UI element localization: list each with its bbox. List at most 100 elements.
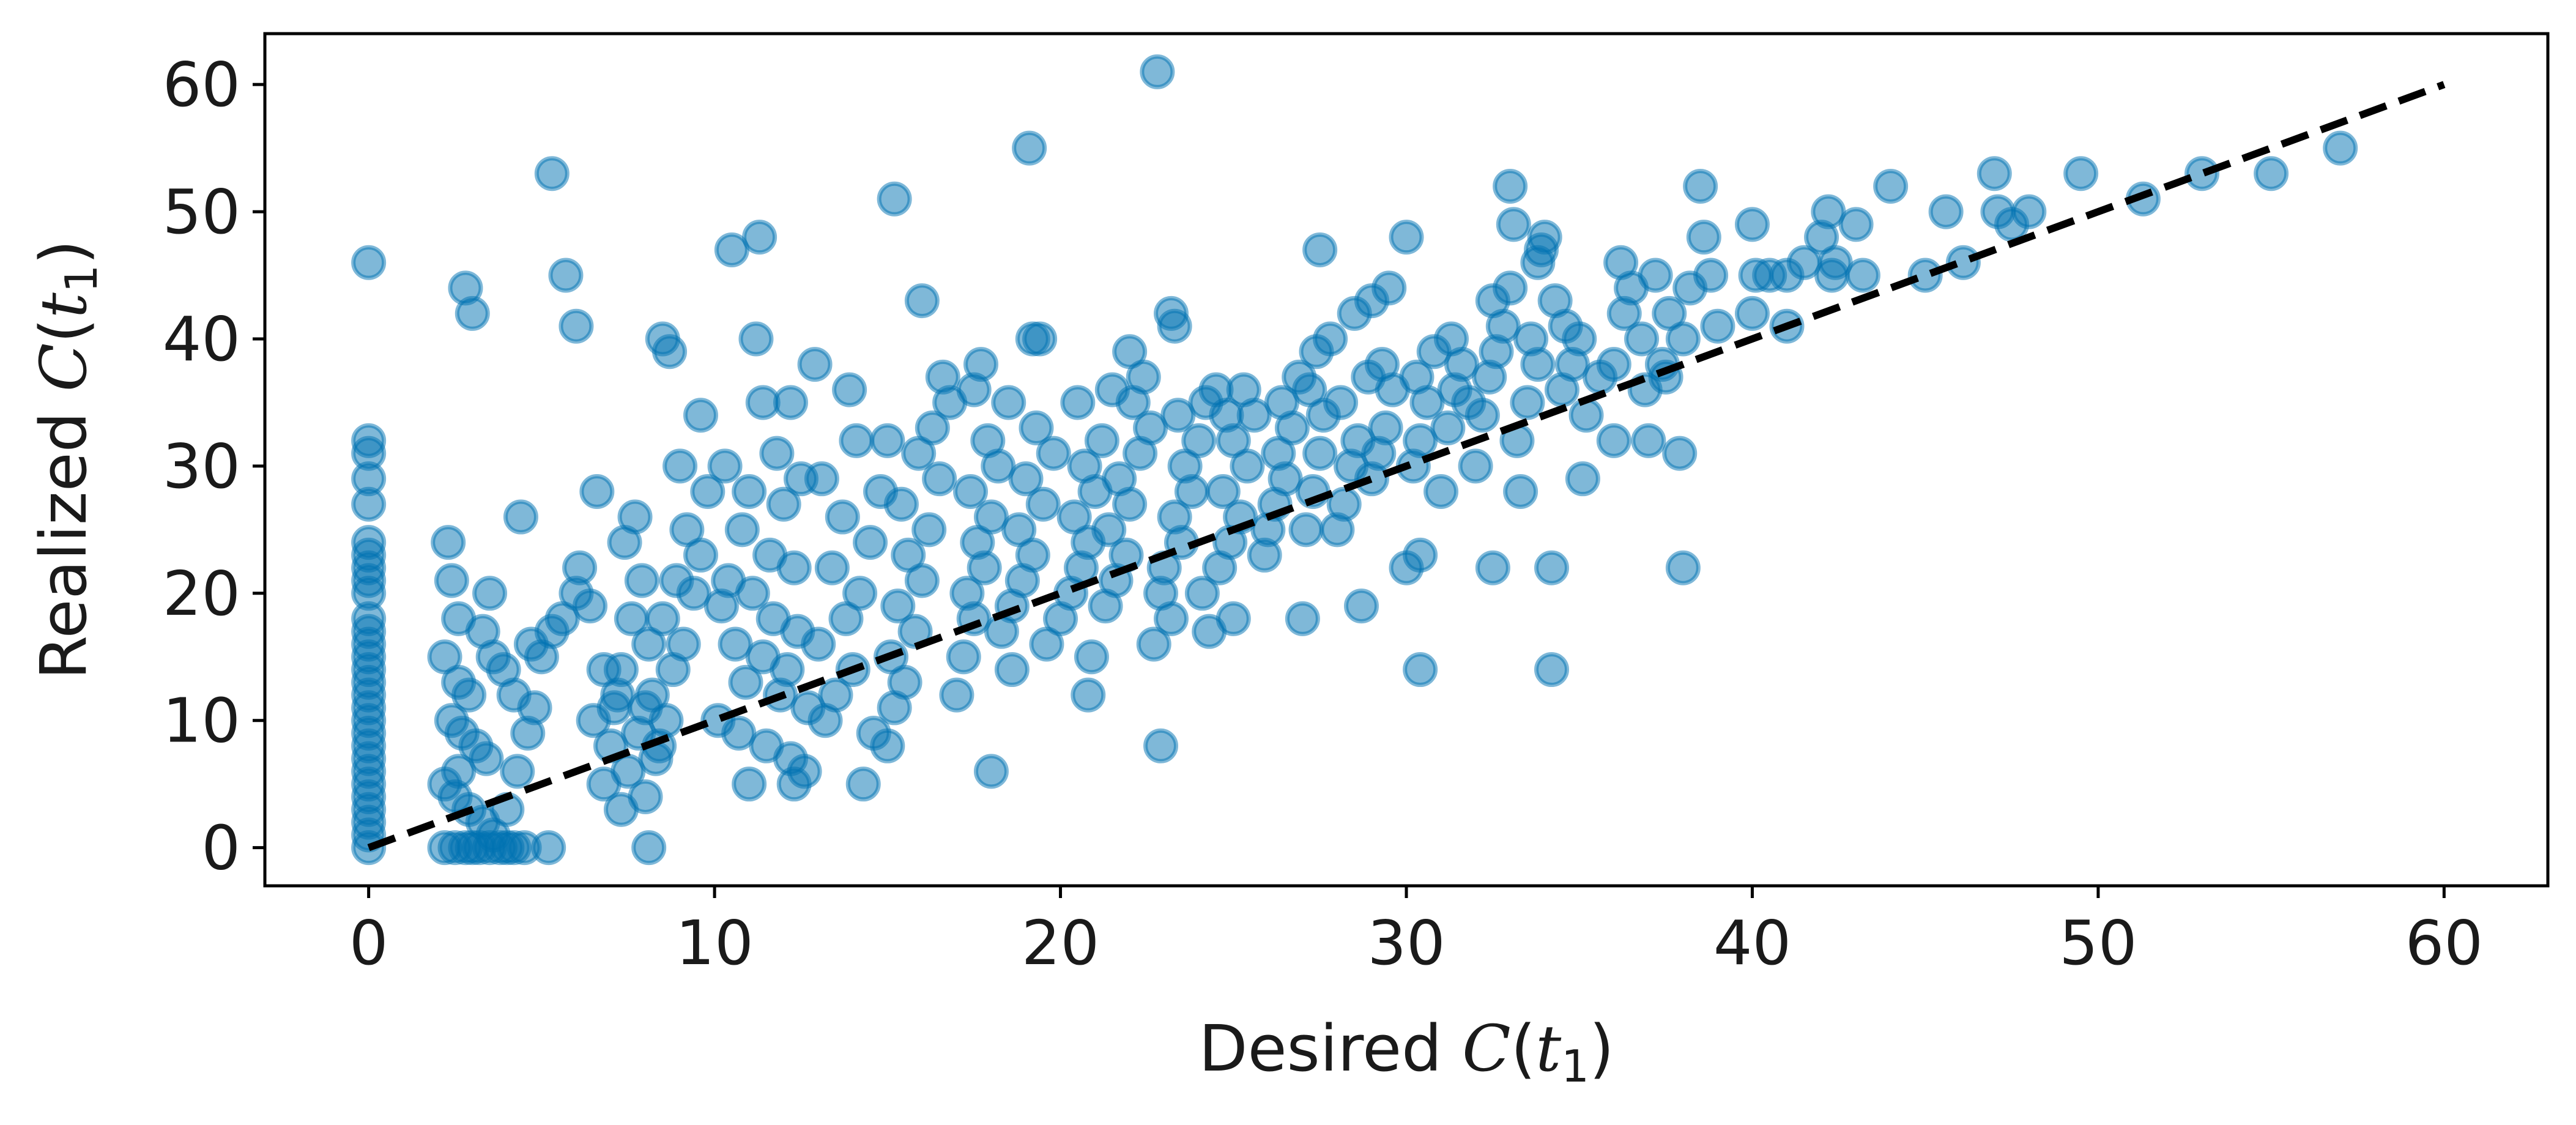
- data-point: [628, 690, 663, 726]
- data-point: [1423, 473, 1459, 509]
- x-axis-label: Desired C(t1): [1198, 1011, 1614, 1092]
- data-point: [596, 690, 632, 726]
- data-point: [735, 576, 770, 611]
- data-point: [1060, 385, 1096, 420]
- data-point: [1596, 347, 1631, 382]
- data-point: [714, 232, 749, 267]
- y-tick-label: 0: [201, 812, 240, 884]
- data-point: [877, 181, 912, 217]
- data-point: [1181, 423, 1217, 458]
- data-point: [1102, 461, 1137, 497]
- data-point: [1686, 220, 1721, 255]
- data-point: [1534, 550, 1569, 585]
- data-point: [1693, 258, 1729, 293]
- data-point: [915, 410, 950, 446]
- data-point: [351, 525, 387, 560]
- data-point: [1907, 258, 1943, 293]
- data-point: [1216, 601, 1251, 636]
- data-point: [1873, 168, 1909, 204]
- data-point: [911, 512, 947, 548]
- data-point: [904, 283, 940, 319]
- data-point: [1734, 295, 1770, 331]
- data-point: [1184, 576, 1220, 611]
- data-point: [1022, 321, 1058, 357]
- data-point: [953, 473, 989, 509]
- data-point: [1537, 283, 1573, 319]
- data-point: [1596, 423, 1631, 458]
- data-point: [1133, 410, 1168, 446]
- data-point: [776, 767, 812, 802]
- data-point: [759, 436, 795, 471]
- data-point: [690, 473, 726, 509]
- data-point: [776, 550, 812, 585]
- data-point: [628, 779, 663, 814]
- data-point: [1313, 321, 1348, 357]
- data-point: [1368, 410, 1403, 446]
- data-point: [946, 639, 981, 675]
- data-point: [666, 626, 701, 662]
- data-point: [1008, 461, 1044, 497]
- data-point: [1389, 220, 1424, 255]
- data-point: [1458, 448, 1493, 484]
- data-point: [738, 321, 774, 357]
- data-point: [603, 652, 639, 688]
- data-point: [825, 499, 860, 535]
- data-point: [1153, 601, 1189, 636]
- data-point: [548, 258, 584, 293]
- data-point: [1430, 410, 1466, 446]
- data-point: [773, 385, 808, 420]
- data-point: [1323, 385, 1359, 420]
- data-point: [1264, 385, 1299, 420]
- data-point: [2323, 130, 2358, 166]
- data-point: [1403, 423, 1438, 458]
- data-point: [1977, 156, 2012, 191]
- data-point: [1157, 308, 1192, 344]
- x-tick-label: 60: [2405, 907, 2483, 979]
- x-tick-label: 40: [1713, 907, 1791, 979]
- data-point: [1638, 258, 1673, 293]
- data-point: [880, 588, 916, 624]
- data-point: [1071, 677, 1106, 713]
- y-tick-label: 50: [163, 176, 240, 248]
- data-point: [455, 295, 490, 331]
- data-point: [683, 398, 718, 433]
- data-point: [500, 754, 535, 789]
- data-point: [1534, 652, 1569, 688]
- data-point: [1496, 207, 1531, 242]
- data-point: [1811, 194, 1846, 229]
- data-point: [707, 448, 743, 484]
- x-axis-ticks: 0 10 20 30 40 50 60: [349, 886, 2483, 979]
- data-point: [624, 563, 659, 598]
- data-point: [832, 372, 867, 407]
- data-point: [531, 830, 566, 866]
- data-point: [732, 767, 767, 802]
- data-point: [1136, 626, 1171, 662]
- data-point: [1510, 385, 1545, 420]
- x-tick-label: 30: [1367, 907, 1445, 979]
- data-point: [970, 423, 1006, 458]
- data-point: [1025, 486, 1061, 522]
- data-point: [469, 741, 504, 776]
- data-point: [562, 550, 598, 585]
- data-point: [883, 486, 919, 522]
- data-point: [559, 308, 594, 344]
- data-point: [703, 588, 739, 624]
- data-point: [1464, 398, 1500, 433]
- data-point: [503, 499, 538, 535]
- data-point: [1140, 54, 1175, 89]
- data-point: [1475, 550, 1510, 585]
- data-point: [1503, 473, 1539, 509]
- data-point: [994, 652, 1030, 688]
- data-point: [1157, 499, 1192, 535]
- data-point: [1665, 321, 1701, 357]
- data-point: [669, 512, 705, 548]
- data-point: [1084, 423, 1119, 458]
- y-tick-label: 60: [163, 49, 240, 121]
- data-point: [1302, 232, 1338, 267]
- data-point: [659, 563, 694, 598]
- data-point: [797, 347, 833, 382]
- data-point: [1568, 398, 1604, 433]
- data-point: [1343, 588, 1379, 624]
- data-point: [2184, 156, 2220, 191]
- data-point: [1565, 461, 1600, 497]
